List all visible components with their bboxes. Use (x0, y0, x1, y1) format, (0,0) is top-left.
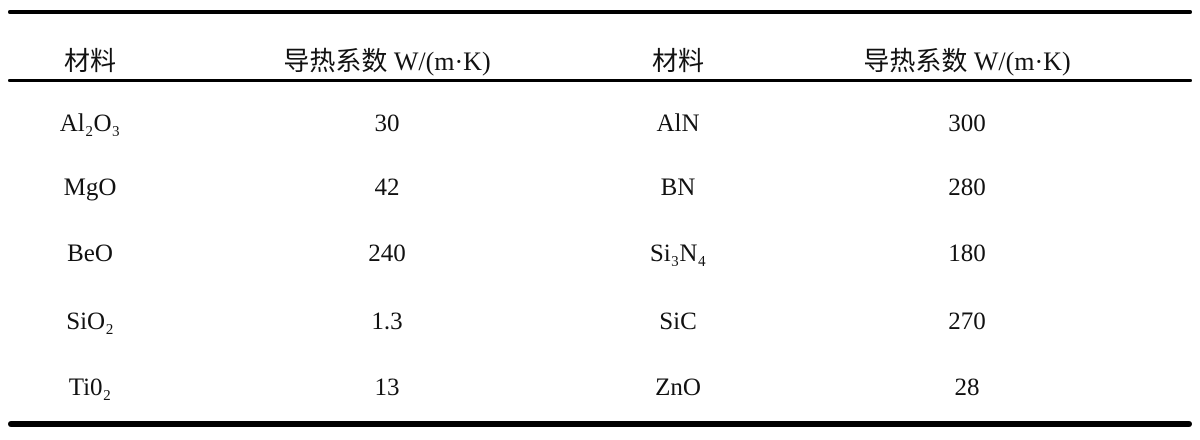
table-row: Al₂O₃ 30 AlN 300 (0, 104, 1200, 144)
material-cell: BN (660, 174, 696, 201)
conductivity-cell: 300 (948, 110, 986, 137)
material-cell: BeO (67, 240, 113, 267)
material-cell: Al₂O₃ (59, 110, 121, 137)
conductivity-cell: 28 (954, 374, 980, 401)
table-row: MgO 42 BN 280 (0, 168, 1200, 208)
table-header-rule (8, 79, 1192, 82)
conductivity-cell: 30 (374, 110, 400, 137)
material-cell: ZnO (655, 374, 701, 401)
table-top-rule (8, 10, 1192, 14)
conductivity-cell: 13 (374, 374, 400, 401)
conductivity-cell: 42 (374, 174, 400, 201)
conductivity-cell: 1.3 (371, 308, 403, 335)
header-conductivity-1: 导热系数 W/(m·K) (283, 47, 491, 76)
table-row: Ti0₂ 13 ZnO 28 (0, 368, 1200, 408)
table-row: SiO₂ 1.3 SiC 270 (0, 302, 1200, 342)
conductivity-cell: 280 (948, 174, 986, 201)
material-cell: Si₃N₄ (649, 240, 707, 267)
material-cell: SiC (659, 308, 697, 335)
material-cell: MgO (63, 174, 117, 201)
material-cell: Ti0₂ (68, 374, 112, 401)
conductivity-cell: 240 (368, 240, 406, 267)
conductivity-cell: 180 (948, 240, 986, 267)
conductivity-cell: 270 (948, 308, 986, 335)
header-material-2: 材料 (651, 47, 705, 76)
table-bottom-rule (8, 421, 1192, 427)
header-material-1: 材料 (63, 47, 117, 76)
table-header-row: 材料 导热系数 W/(m·K) 材料 导热系数 W/(m·K) (0, 42, 1200, 82)
material-cell: SiO₂ (66, 308, 114, 335)
material-cell: AlN (656, 110, 700, 137)
header-conductivity-2: 导热系数 W/(m·K) (863, 47, 1071, 76)
table-row: BeO 240 Si₃N₄ 180 (0, 234, 1200, 274)
